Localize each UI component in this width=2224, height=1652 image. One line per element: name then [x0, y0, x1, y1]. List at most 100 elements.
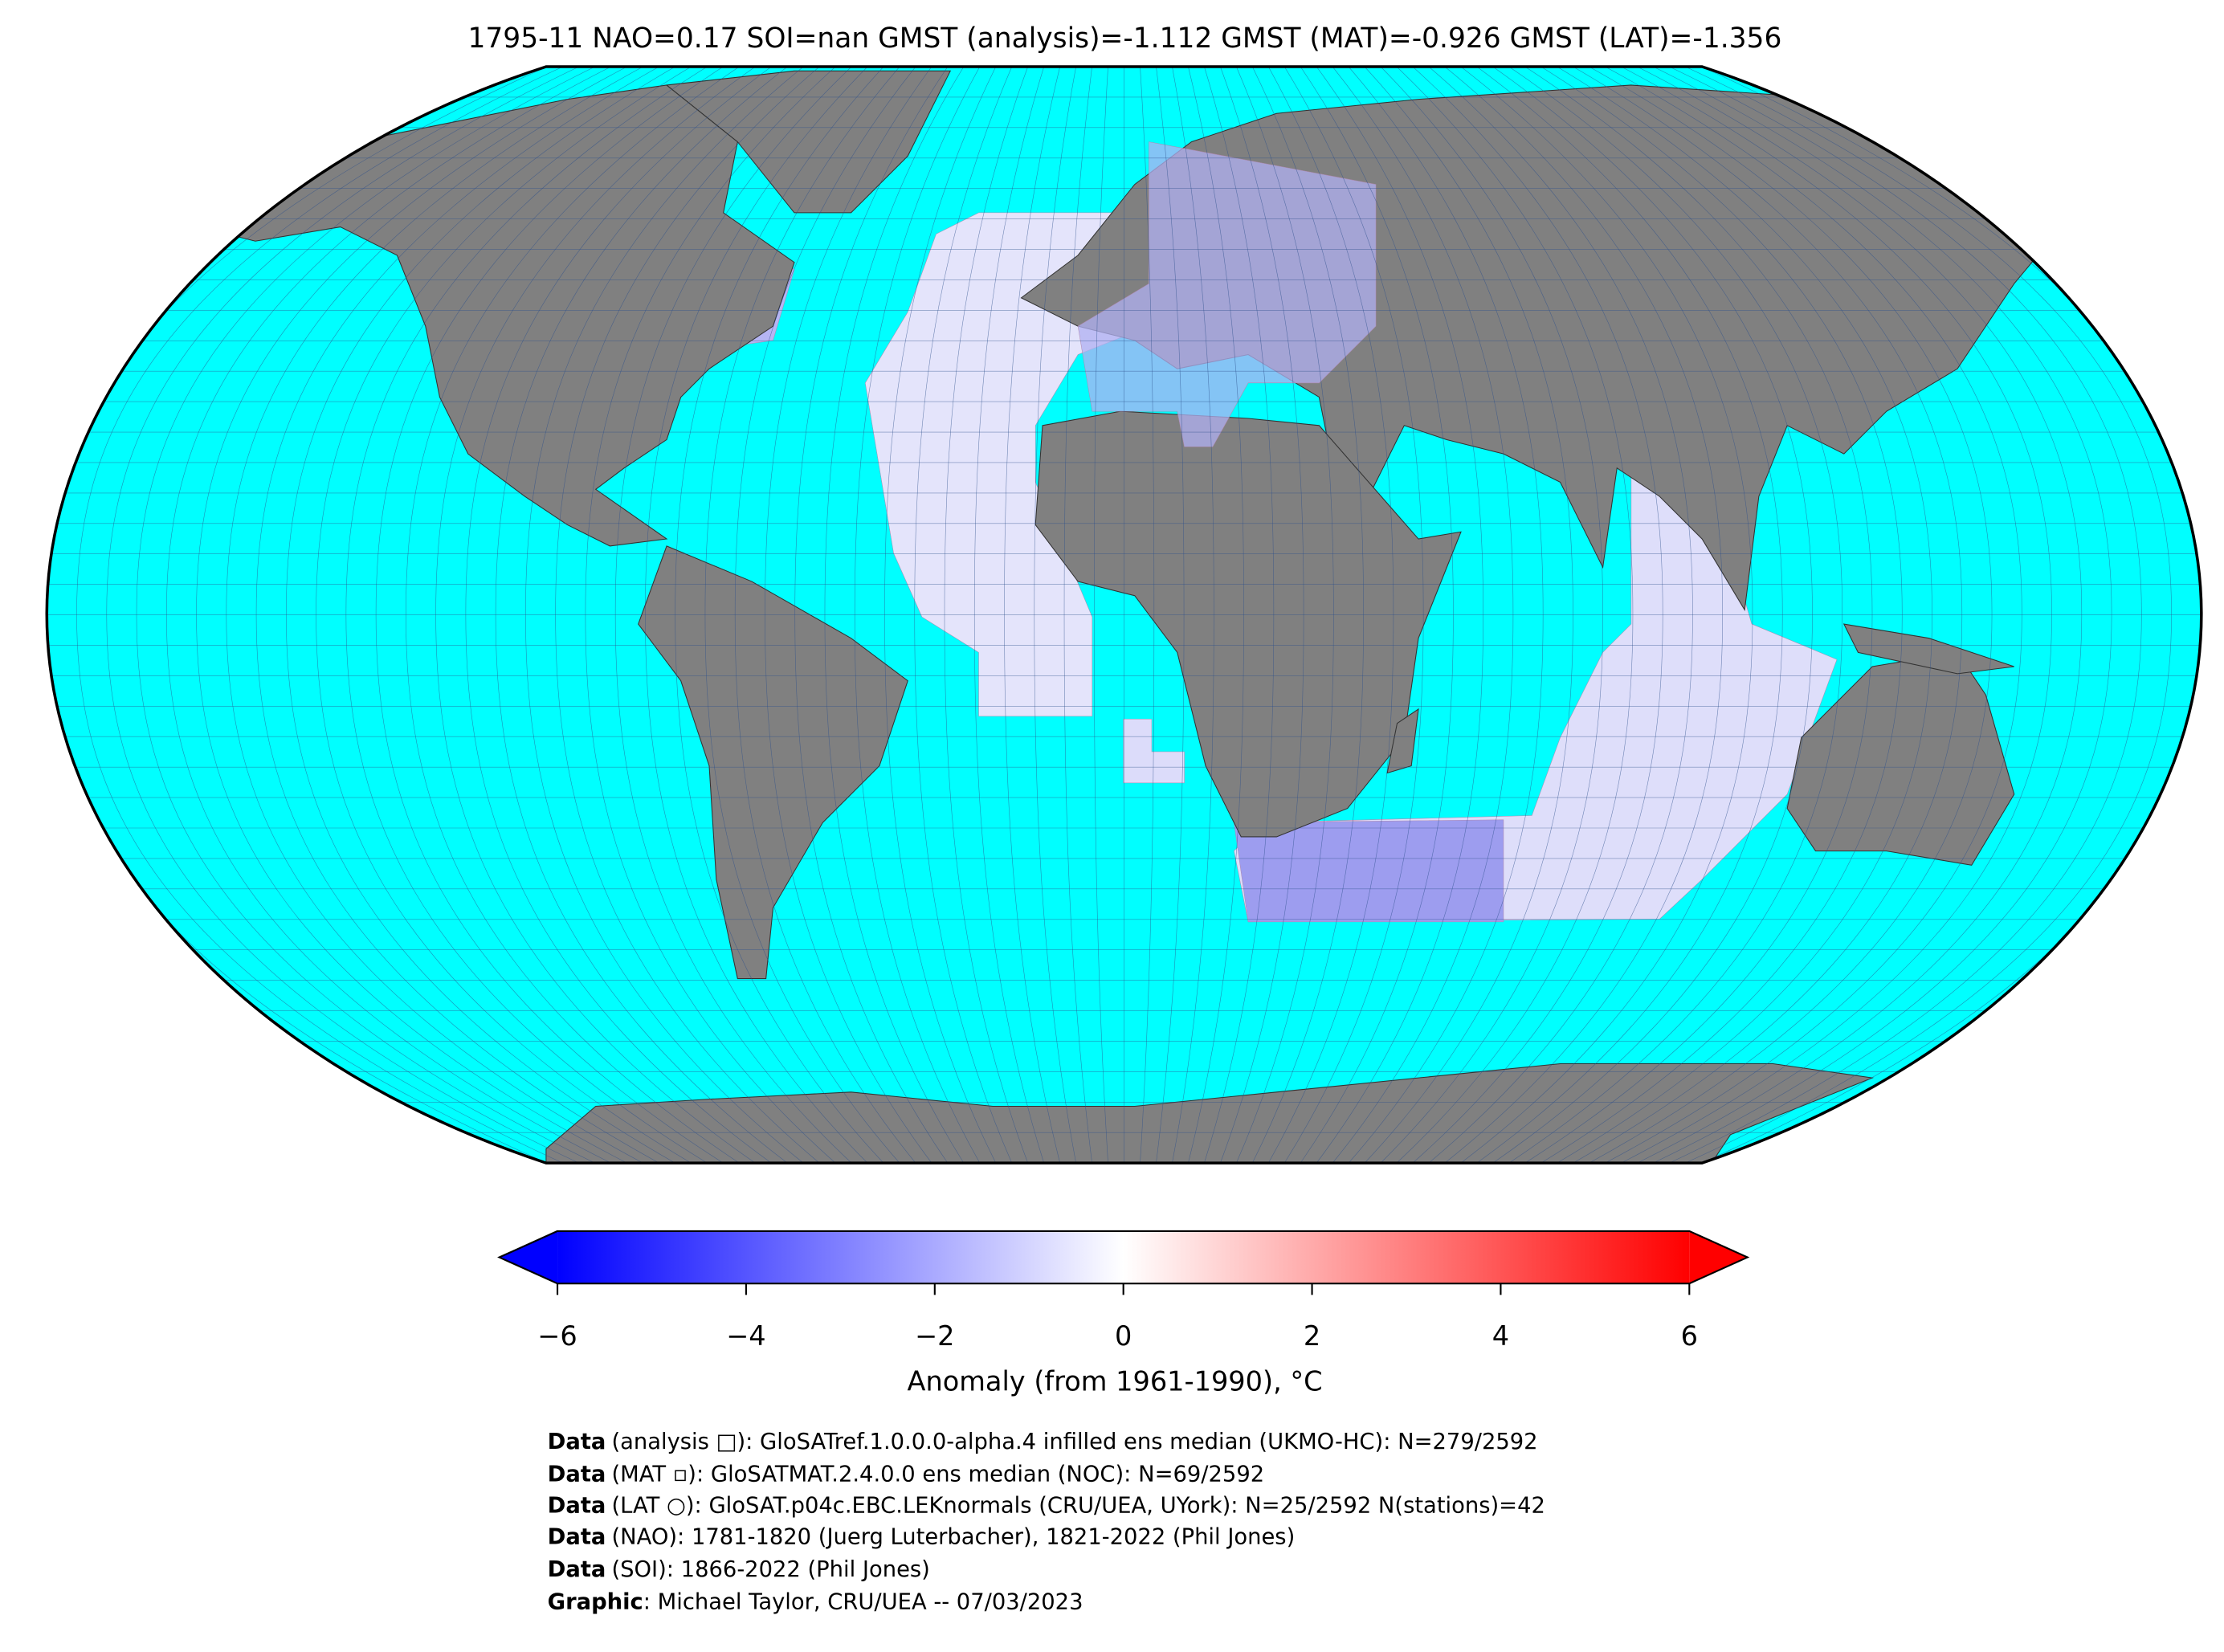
meridian [1063, 67, 1092, 1164]
meridian [1140, 67, 1155, 1164]
footer-line: Data (MAT ▫): GloSATMAT.2.4.0.0 ens media… [548, 1462, 1264, 1487]
meridian [1220, 67, 1304, 1164]
footer-label: Data [548, 1462, 606, 1487]
meridian [1093, 67, 1108, 1164]
meridian [1364, 67, 1573, 1164]
meridian [1332, 67, 1514, 1164]
colorbar-tick-label: −6 [537, 1320, 577, 1352]
footer-line: Data (analysis □): GloSATref.1.0.0.0-alph… [548, 1430, 1538, 1454]
antarctica [545, 1063, 1875, 1164]
meridian [465, 67, 772, 1164]
meridian [555, 67, 820, 1164]
meridian [1524, 67, 1873, 1164]
meridian [1444, 67, 1724, 1164]
meridian [1396, 67, 1634, 1164]
footer-label: Data [548, 1556, 606, 1581]
meridian [884, 67, 997, 1164]
meridian [136, 67, 595, 1164]
meridian [345, 67, 708, 1164]
footer-text: (NAO): 1781-1820 (Juerg Luterbacher), 18… [611, 1524, 1295, 1549]
meridian [1540, 67, 1903, 1164]
meridian [1637, 67, 2083, 1164]
footer-label: Data [548, 1493, 606, 1518]
meridian [1172, 67, 1214, 1164]
meridian [1283, 67, 1424, 1164]
meridian [1685, 67, 2172, 1164]
meridian [1004, 67, 1060, 1164]
colorbar-label: Anomaly (from 1961-1990), °C [908, 1365, 1323, 1397]
cell-region [1077, 141, 1377, 447]
meridian [1316, 67, 1483, 1164]
meridian [226, 67, 643, 1164]
map-border [45, 65, 2203, 1165]
meridian [525, 67, 804, 1164]
footer-line: Graphic: Michael Taylor, CRU/UEA -- 07/0… [548, 1589, 1083, 1614]
footer-line: Data (SOI): 1866-2022 (Phil Jones) [548, 1556, 930, 1581]
colorbar-extend-high [1689, 1230, 1748, 1284]
meridian [645, 67, 868, 1164]
footer: Data (analysis □): GloSATref.1.0.0.0-alph… [548, 1430, 1545, 1615]
figure-content: 1795-11 NAO=0.17 SOI=nan GMST (analysis)… [45, 22, 2203, 1615]
footer-line: Data (LAT ○): GloSAT.p04c.EBC.LEKnormals … [548, 1493, 1545, 1518]
footer-label: Data [548, 1524, 606, 1549]
graticule [47, 67, 2202, 1164]
meridian [854, 67, 981, 1164]
footer-line: Data (NAO): 1781-1820 (Juerg Luterbacher)… [548, 1524, 1296, 1549]
meridian [165, 67, 611, 1164]
greenland [665, 70, 952, 214]
meridian [196, 67, 627, 1164]
meridian [734, 67, 916, 1164]
footer-text: (analysis □): GloSATref.1.0.0.0-alpha.4 … [611, 1430, 1537, 1454]
colorbar-gradient [557, 1230, 1690, 1284]
map-title: 1795-11 NAO=0.17 SOI=nan GMST (analysis)… [468, 22, 1782, 55]
meridian [1492, 67, 1813, 1164]
meridian [765, 67, 932, 1164]
meridian [406, 67, 740, 1164]
meridian [1300, 67, 1454, 1164]
meridian [375, 67, 724, 1164]
map [47, 67, 2202, 1164]
meridian [794, 67, 949, 1164]
colorbar-tick-label: 2 [1304, 1320, 1320, 1352]
meridian [585, 67, 836, 1164]
meridian [1236, 67, 1334, 1164]
meridian [675, 67, 884, 1164]
madagascar [1386, 708, 1419, 774]
meridian [1460, 67, 1753, 1164]
colorbar: −6 −4 −2 0 2 4 6 [497, 1230, 1750, 1352]
meridian [704, 67, 900, 1164]
meridian [47, 67, 547, 1164]
meridian [944, 67, 1029, 1164]
footer-text: (SOI): 1866-2022 (Phil Jones) [611, 1556, 929, 1581]
meridian [973, 67, 1045, 1164]
meridian [1589, 67, 1993, 1164]
meridian [1669, 67, 2142, 1164]
meridian [824, 67, 965, 1164]
footer-label: Data [548, 1430, 606, 1454]
footer-text: (LAT ○): GloSAT.p04c.EBC.LEKnormals (CRU… [611, 1493, 1545, 1518]
meridian [1267, 67, 1394, 1164]
meridian [1428, 67, 1693, 1164]
meridian [1380, 67, 1603, 1164]
meridian [106, 67, 579, 1164]
meridian [1621, 67, 2052, 1164]
meridian [1348, 67, 1544, 1164]
meridian [76, 67, 563, 1164]
footer-text: : Michael Taylor, CRU/UEA -- 07/03/2023 [643, 1589, 1083, 1614]
meridian [1557, 67, 1932, 1164]
meridian [255, 67, 659, 1164]
colorbar-tick-label: 4 [1492, 1320, 1509, 1352]
meridian [1508, 67, 1843, 1164]
meridian [1412, 67, 1663, 1164]
meridian [1188, 67, 1244, 1164]
africa [1034, 410, 1462, 838]
meridian [1701, 67, 2202, 1164]
colorbar-extend-low [499, 1230, 558, 1284]
meridian [435, 67, 756, 1164]
footer-label: Graphic [548, 1589, 643, 1614]
meridian [495, 67, 788, 1164]
meridian [914, 67, 1013, 1164]
colorbar-tick-label: −2 [915, 1320, 954, 1352]
